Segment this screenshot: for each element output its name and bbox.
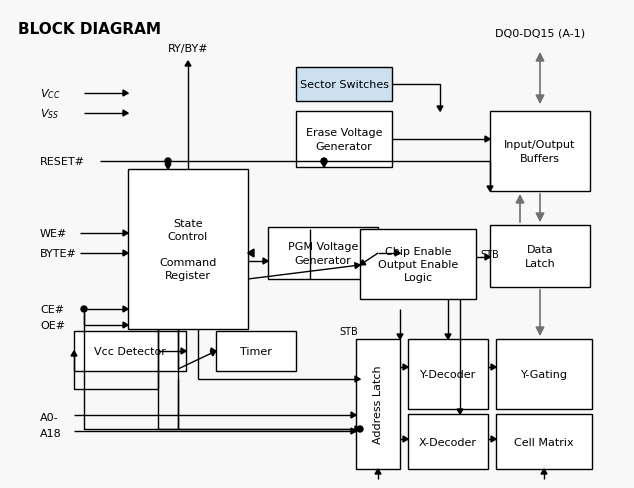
Circle shape (357, 426, 363, 432)
Bar (496, 414, 592, 469)
Polygon shape (71, 351, 77, 356)
Text: Erase Voltage
Generator: Erase Voltage Generator (306, 128, 382, 151)
Polygon shape (403, 364, 408, 370)
Text: PGM Voltage
Generator: PGM Voltage Generator (288, 242, 358, 265)
Polygon shape (355, 426, 360, 432)
Text: Y-Decoder: Y-Decoder (420, 369, 476, 379)
Polygon shape (354, 263, 360, 269)
Text: CE#: CE# (40, 305, 64, 314)
Bar (296, 68, 392, 102)
Polygon shape (437, 107, 443, 112)
Polygon shape (487, 186, 493, 192)
Text: RY/BY#: RY/BY# (167, 44, 209, 54)
Text: Vᴄᴄ Detector: Vᴄᴄ Detector (94, 346, 166, 356)
Bar (74, 331, 186, 371)
Text: Y-Gating: Y-Gating (521, 369, 567, 379)
Bar (408, 339, 488, 409)
Polygon shape (185, 62, 191, 67)
Polygon shape (360, 260, 366, 265)
Bar (490, 112, 590, 192)
Bar (128, 170, 248, 329)
Text: Address Latch: Address Latch (373, 365, 383, 444)
Polygon shape (181, 348, 186, 354)
Text: Chip Enable
Output Enable
Logic: Chip Enable Output Enable Logic (378, 246, 458, 283)
Text: Sector Switches: Sector Switches (299, 80, 389, 90)
Polygon shape (395, 250, 400, 257)
Bar (408, 414, 488, 469)
Bar (496, 339, 592, 409)
Polygon shape (210, 351, 216, 356)
Polygon shape (351, 428, 356, 434)
Text: STB: STB (480, 249, 499, 260)
Bar (268, 227, 378, 280)
Polygon shape (123, 250, 128, 257)
Polygon shape (485, 254, 490, 261)
Bar (356, 339, 400, 469)
Polygon shape (123, 230, 128, 237)
Polygon shape (403, 436, 408, 442)
Text: Cell Matrix: Cell Matrix (514, 437, 574, 447)
Circle shape (165, 159, 171, 164)
Text: BYTE#: BYTE# (40, 248, 77, 259)
Text: WE#: WE# (40, 228, 67, 239)
Text: DQ0-DQ15 (A-1): DQ0-DQ15 (A-1) (495, 28, 585, 38)
Polygon shape (491, 436, 496, 442)
Polygon shape (445, 334, 451, 339)
Text: A18: A18 (40, 428, 61, 438)
Text: RESET#: RESET# (40, 157, 85, 167)
Polygon shape (397, 334, 403, 339)
Bar (296, 112, 392, 168)
Polygon shape (457, 409, 463, 414)
Polygon shape (123, 91, 128, 97)
Polygon shape (123, 306, 128, 312)
Circle shape (81, 306, 87, 312)
Bar (216, 331, 296, 371)
Polygon shape (123, 111, 128, 117)
Polygon shape (541, 469, 547, 474)
Text: X-Decoder: X-Decoder (419, 437, 477, 447)
Polygon shape (375, 469, 381, 474)
Text: $V_{CC}$: $V_{CC}$ (40, 87, 60, 101)
Text: A0-: A0- (40, 412, 58, 422)
Text: BLOCK DIAGRAM: BLOCK DIAGRAM (18, 22, 161, 37)
Polygon shape (355, 376, 360, 382)
Polygon shape (248, 250, 253, 257)
Polygon shape (263, 259, 268, 264)
Text: $V_{SS}$: $V_{SS}$ (40, 107, 59, 121)
Polygon shape (351, 412, 356, 418)
Text: OE#: OE# (40, 320, 65, 330)
Polygon shape (211, 348, 216, 354)
Polygon shape (123, 323, 128, 328)
Polygon shape (485, 137, 490, 142)
Text: Input/Output
Buffers: Input/Output Buffers (504, 140, 576, 163)
Polygon shape (165, 164, 171, 170)
Bar (490, 225, 590, 287)
Bar (360, 229, 476, 299)
Text: STB: STB (339, 326, 358, 336)
Text: State
Control

Command
Register: State Control Command Register (159, 218, 217, 281)
Polygon shape (491, 364, 496, 370)
Text: Timer: Timer (240, 346, 272, 356)
Text: Data
Latch: Data Latch (524, 245, 555, 268)
Polygon shape (248, 249, 254, 258)
Circle shape (321, 159, 327, 164)
Polygon shape (321, 163, 327, 168)
